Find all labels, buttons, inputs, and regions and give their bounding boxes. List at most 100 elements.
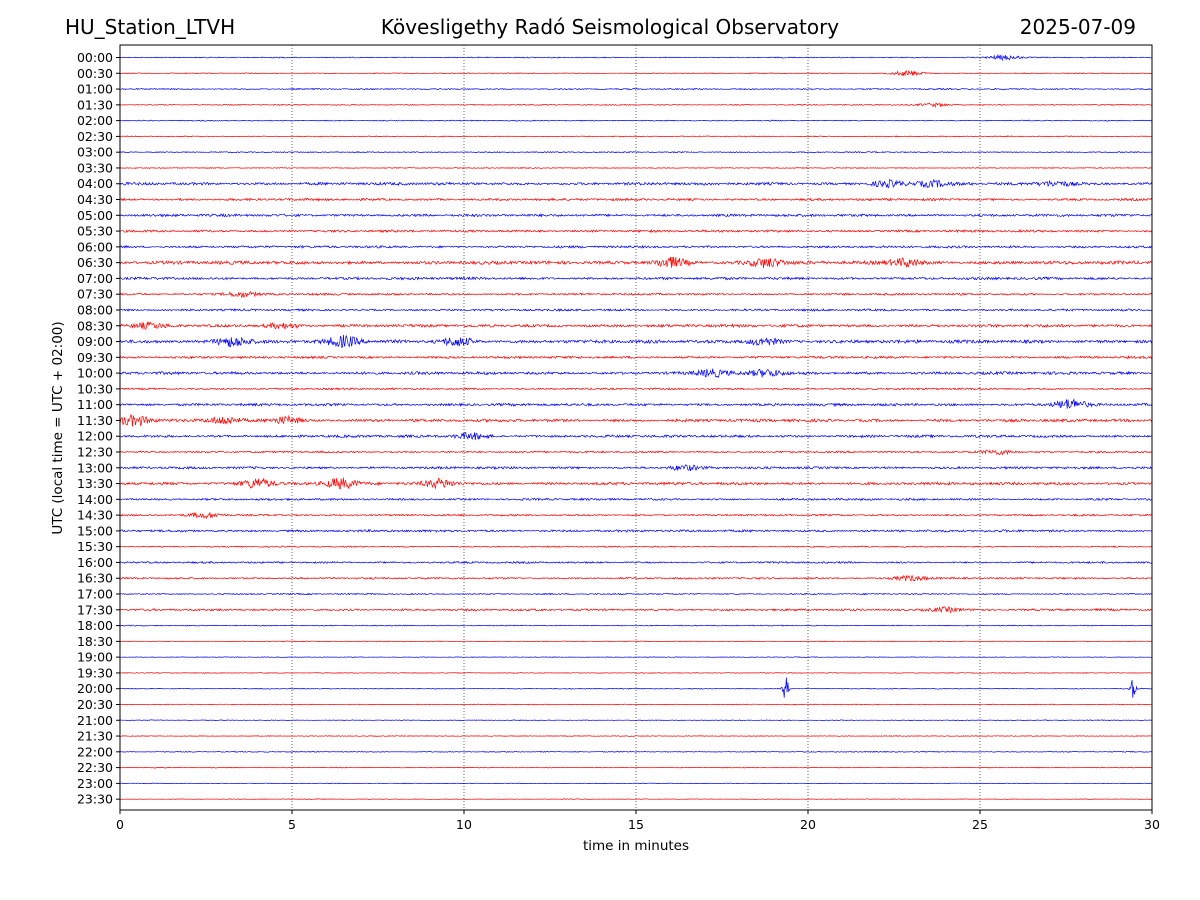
y-tick-label: 20:00 (77, 681, 113, 696)
y-tick-label: 04:00 (77, 176, 113, 191)
trace-0630 (119, 256, 1153, 269)
x-tick-label: 25 (972, 817, 988, 832)
y-tick-label: 19:30 (77, 665, 113, 680)
trace-0330 (119, 166, 1153, 169)
y-tick-label: 00:00 (77, 50, 113, 65)
y-axis-ticks: 00:0000:3001:0001:3002:0002:3003:0003:30… (77, 50, 120, 807)
y-tick-label: 21:30 (77, 729, 113, 744)
y-tick-label: 09:30 (77, 350, 113, 365)
y-tick-label: 13:30 (77, 476, 113, 491)
trace-2300 (119, 782, 1152, 785)
y-tick-label: 03:30 (77, 160, 113, 175)
trace-0130 (119, 102, 1153, 108)
trace-1800 (119, 624, 1153, 627)
trace-0200 (119, 119, 1153, 122)
trace-2030 (119, 703, 1153, 706)
y-tick-label: 17:00 (77, 587, 113, 602)
trace-1600 (119, 560, 1153, 565)
trace-0300 (119, 151, 1153, 154)
y-tick-label: 10:00 (77, 366, 113, 381)
trace-0000 (119, 53, 1152, 62)
y-tick-label: 17:30 (77, 602, 113, 617)
y-tick-label: 07:00 (77, 271, 113, 286)
trace-1330 (119, 477, 1152, 490)
y-axis-label: UTC (local time = UTC + 02:00) (50, 321, 66, 534)
y-tick-label: 06:00 (77, 239, 113, 254)
trace-1730 (119, 606, 1153, 614)
y-tick-label: 07:30 (77, 287, 113, 302)
trace-1200 (119, 432, 1153, 441)
trace-0530 (119, 228, 1153, 234)
x-tick-label: 5 (288, 817, 296, 832)
y-tick-label: 11:00 (77, 397, 113, 412)
trace-1500 (119, 528, 1152, 533)
trace-0730 (119, 291, 1153, 299)
trace-0100 (119, 87, 1153, 91)
x-axis-label: time in minutes (583, 838, 689, 854)
station-name: HU_Station_LTVH (65, 15, 236, 39)
trace-0800 (119, 308, 1152, 312)
y-tick-label: 05:00 (77, 208, 113, 223)
y-tick-label: 23:00 (77, 776, 113, 791)
x-tick-label: 15 (628, 817, 644, 832)
y-tick-label: 15:00 (77, 523, 113, 538)
y-tick-label: 12:00 (77, 429, 113, 444)
trace-1530 (119, 545, 1153, 548)
y-tick-label: 16:30 (77, 571, 113, 586)
trace-0500 (119, 212, 1153, 218)
y-tick-label: 03:00 (77, 145, 113, 160)
trace-1230 (119, 449, 1153, 456)
y-tick-label: 10:30 (77, 381, 113, 396)
y-tick-label: 05:30 (77, 224, 113, 239)
trace-1930 (120, 672, 1153, 674)
trace-0830 (119, 321, 1153, 330)
x-tick-label: 0 (116, 817, 124, 832)
y-tick-label: 02:30 (77, 129, 113, 144)
y-tick-label: 08:30 (77, 318, 113, 333)
x-axis-ticks: 0 5 10 15 20 25 30 (116, 810, 1160, 832)
trace-2230 (119, 766, 1152, 769)
y-tick-label: 18:30 (77, 634, 113, 649)
y-tick-label: 01:00 (77, 82, 113, 97)
y-tick-label: 21:00 (77, 713, 113, 728)
trace-1830 (119, 640, 1153, 643)
trace-0030 (119, 70, 1153, 77)
trace-2200 (119, 750, 1153, 753)
y-tick-label: 02:00 (77, 113, 113, 128)
y-tick-label: 09:00 (77, 334, 113, 349)
trace-0230 (119, 135, 1153, 138)
y-tick-label: 20:30 (77, 697, 113, 712)
chart-title: Kövesligethy Radó Seismological Observat… (380, 15, 840, 39)
y-tick-label: 04:30 (77, 192, 113, 207)
trace-0400 (119, 178, 1153, 189)
y-tick-label: 16:00 (77, 555, 113, 570)
y-tick-label: 14:30 (77, 508, 113, 523)
trace-2330 (119, 798, 1153, 800)
y-tick-label: 00:30 (77, 66, 113, 81)
y-tick-label: 08:00 (77, 302, 113, 317)
y-tick-label: 23:30 (77, 792, 113, 807)
trace-0600 (119, 244, 1153, 249)
y-tick-label: 18:00 (77, 618, 113, 633)
trace-2130 (119, 735, 1153, 737)
grid-lines (291, 45, 981, 810)
trace-1900 (119, 656, 1153, 658)
chart-date: 2025-07-09 (1019, 15, 1136, 39)
trace-1130 (119, 414, 1153, 427)
trace-1400 (119, 497, 1153, 502)
trace-1030 (119, 387, 1153, 391)
y-tick-label: 11:30 (77, 413, 113, 428)
x-tick-label: 20 (800, 817, 816, 832)
trace-1100 (119, 398, 1153, 409)
y-tick-label: 06:30 (77, 255, 113, 270)
trace-0930 (119, 355, 1153, 360)
x-tick-label: 10 (456, 817, 472, 832)
trace-1300 (120, 464, 1153, 472)
trace-2000 (119, 677, 1153, 698)
y-tick-label: 22:00 (77, 744, 113, 759)
seismic-traces (119, 53, 1153, 800)
trace-0430 (119, 197, 1153, 202)
trace-0900 (119, 334, 1153, 349)
trace-1700 (119, 592, 1153, 596)
